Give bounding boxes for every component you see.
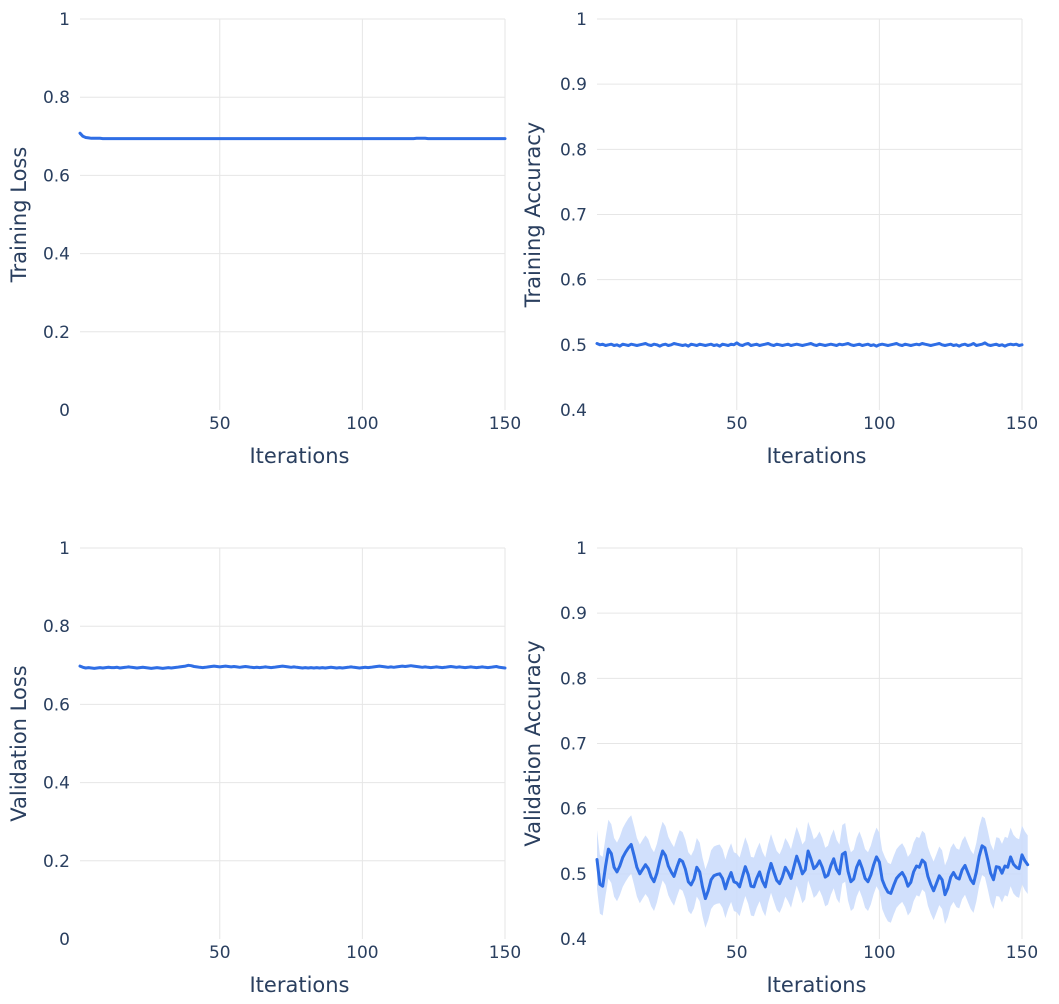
training-accuracy-line — [595, 341, 1024, 348]
validation-accuracy-xtick-label: 50 — [726, 943, 748, 963]
training-loss-y-axis-title: Training Loss — [7, 147, 31, 284]
training-accuracy-ytick-label: 0.9 — [560, 75, 587, 95]
training-accuracy-ytick-label: 0.7 — [560, 206, 587, 226]
validation-accuracy-ytick-label: 0.5 — [560, 865, 587, 885]
training-accuracy-xtick-label: 50 — [726, 414, 748, 434]
training-loss-ytick-label: 0.8 — [43, 88, 70, 108]
training-accuracy-xtick-label: 100 — [863, 414, 895, 434]
validation-accuracy-xtick-label: 150 — [1006, 943, 1038, 963]
validation-accuracy-ytick-label: 0.9 — [560, 604, 587, 624]
validation-loss-y-axis-title: Validation Loss — [7, 665, 31, 821]
training-accuracy-ytick-label: 1 — [576, 10, 587, 30]
validation-loss-ytick-label: 0.2 — [43, 852, 70, 872]
training-accuracy-y-axis-title: Training Accuracy — [521, 122, 545, 308]
validation-accuracy-ytick-label: 0.6 — [560, 800, 587, 820]
training-accuracy-xtick-label: 150 — [1006, 414, 1038, 434]
training-loss-ytick-label: 1 — [59, 10, 70, 30]
training-loss-ytick-label: 0.2 — [43, 323, 70, 343]
validation-loss-ytick-label: 0.6 — [43, 695, 70, 715]
training-loss-xtick-label: 150 — [489, 414, 521, 434]
validation-loss-ytick-label: 0 — [59, 930, 70, 950]
validation-accuracy-ytick-label: 0.4 — [560, 930, 587, 950]
validation-accuracy-ytick-label: 0.7 — [560, 735, 587, 755]
training-loss-line — [78, 131, 507, 141]
training-loss-ytick-label: 0.4 — [43, 245, 70, 265]
training-accuracy-ytick-label: 0.6 — [560, 271, 587, 291]
validation-loss-xtick-label: 100 — [346, 943, 378, 963]
validation-loss-ytick-label: 0.8 — [43, 617, 70, 637]
validation-loss-line — [78, 663, 507, 670]
validation-loss-ytick-label: 0.4 — [43, 774, 70, 794]
validation-accuracy-y-axis-title: Validation Accuracy — [521, 640, 545, 846]
validation-loss-ytick-label: 1 — [59, 539, 70, 559]
training-accuracy-ytick-label: 0.4 — [560, 401, 587, 421]
training-loss-ytick-label: 0.6 — [43, 166, 70, 186]
validation-loss-x-axis-title: Iterations — [249, 973, 349, 997]
validation-loss-xtick-label: 50 — [209, 943, 231, 963]
validation-accuracy-ytick-label: 0.8 — [560, 669, 587, 689]
training-loss-xtick-label: 100 — [346, 414, 378, 434]
training-accuracy-ytick-label: 0.5 — [560, 336, 587, 356]
training-loss-ytick-label: 0 — [59, 401, 70, 421]
validation-accuracy-x-axis-title: Iterations — [766, 973, 866, 997]
validation-accuracy-line — [595, 843, 1030, 901]
validation-loss-xtick-label: 150 — [489, 943, 521, 963]
validation-accuracy-ytick-label: 1 — [576, 539, 587, 559]
training-accuracy-ytick-label: 0.8 — [560, 140, 587, 160]
validation-accuracy-xtick-label: 100 — [863, 943, 895, 963]
training-accuracy-x-axis-title: Iterations — [766, 444, 866, 468]
training-loss-xtick-label: 50 — [209, 414, 231, 434]
training-loss-x-axis-title: Iterations — [249, 444, 349, 468]
